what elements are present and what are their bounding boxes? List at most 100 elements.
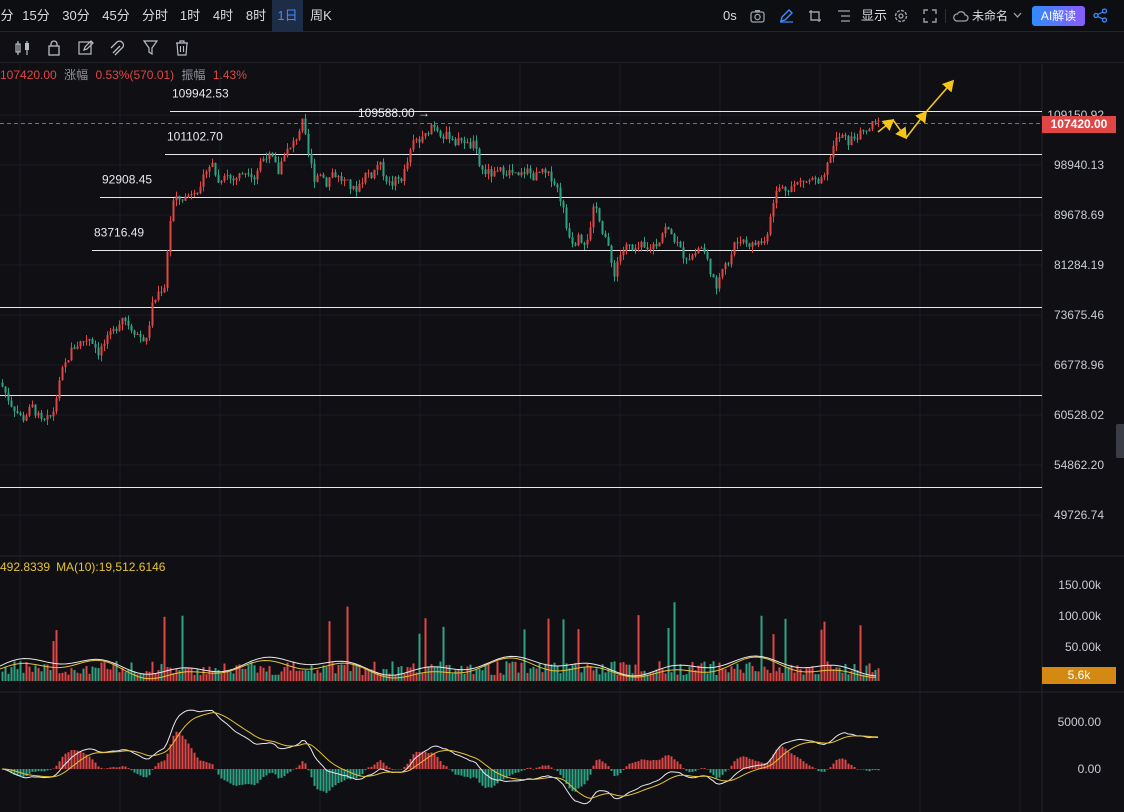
- volume-bar: [10, 667, 13, 681]
- macd-histogram-bar: [424, 751, 427, 769]
- magnet-icon[interactable]: [110, 40, 126, 56]
- volume-bar: [301, 670, 304, 681]
- volume-bar: [550, 664, 553, 681]
- candle-body: [703, 247, 706, 253]
- macd-histogram-bar: [658, 759, 661, 769]
- candle-body: [223, 175, 226, 181]
- price-axis-label: 81284.19: [1054, 258, 1104, 272]
- candle-body: [436, 127, 439, 131]
- gear-icon[interactable]: [894, 9, 908, 23]
- volume-bar: [463, 673, 466, 681]
- macd-histogram-bar: [745, 757, 748, 769]
- candle-body: [427, 133, 430, 135]
- chevron-down-icon[interactable]: [1013, 12, 1022, 19]
- timeframe-tab[interactable]: 1时: [179, 8, 201, 23]
- timeframe-tab-active[interactable]: 1日: [272, 0, 303, 32]
- macd-histogram-bar: [271, 769, 274, 773]
- candle-body: [340, 176, 343, 181]
- volume-bar: [442, 626, 445, 681]
- share-icon[interactable]: [1093, 8, 1108, 23]
- candle-body: [310, 153, 313, 164]
- macd-axis-label: 5000.00: [1058, 715, 1102, 729]
- lock-icon[interactable]: [47, 40, 61, 56]
- edit-icon[interactable]: [78, 40, 94, 56]
- macd-histogram-bar: [397, 769, 400, 770]
- macd-histogram-bar: [187, 743, 190, 769]
- timeframe-tab[interactable]: 4时: [212, 8, 234, 23]
- volume-bar: [814, 674, 817, 681]
- candle-body: [505, 174, 508, 176]
- timeframe-tab[interactable]: 30分: [62, 8, 90, 23]
- macd-histogram: [1, 731, 880, 793]
- display-settings-button[interactable]: 显示: [861, 8, 888, 23]
- fullscreen-icon[interactable]: [923, 9, 937, 23]
- ai-analysis-button[interactable]: AI解读: [1032, 6, 1085, 26]
- volume-bar: [277, 674, 280, 681]
- candle-body: [127, 321, 130, 326]
- macd-histogram-bar: [607, 766, 610, 769]
- volume-bar: [322, 665, 325, 681]
- candle-body: [589, 227, 592, 240]
- candle-body: [445, 131, 448, 139]
- volume-bar: [349, 671, 352, 681]
- amplitude-label: 振幅: [181, 68, 206, 82]
- macd-histogram-bar: [274, 769, 277, 775]
- macd-histogram-bar: [100, 767, 103, 769]
- volume-bar: [877, 668, 880, 681]
- macd-histogram-bar: [505, 769, 508, 779]
- macd-histogram-bar: [343, 769, 346, 781]
- candle-body: [517, 172, 520, 176]
- candle-body: [193, 192, 196, 195]
- macd-histogram-bar: [724, 769, 727, 772]
- candles-icon[interactable]: [14, 40, 32, 56]
- timeframe-tab[interactable]: 45分: [102, 8, 130, 23]
- candle-body: [1, 382, 4, 387]
- candle-body: [280, 161, 283, 175]
- candle-body: [253, 177, 256, 180]
- macd-histogram-bar: [262, 769, 265, 777]
- candle-body: [760, 241, 763, 244]
- timeframe-tab[interactable]: 周K: [310, 8, 332, 23]
- macd-histogram-bar: [487, 769, 490, 788]
- candle-body: [370, 172, 373, 178]
- candle-body: [595, 206, 598, 209]
- price-axis-label: 73675.46: [1054, 308, 1104, 322]
- macd-histogram-bar: [730, 765, 733, 769]
- level-label: 83716.49: [94, 226, 144, 240]
- trash-icon[interactable]: [175, 40, 189, 56]
- camera-icon[interactable]: [750, 9, 765, 23]
- macd-histogram-bar: [430, 752, 433, 769]
- timeframe-tab[interactable]: 分时: [141, 8, 168, 23]
- volume-bar: [16, 669, 19, 681]
- candle-body: [808, 180, 811, 182]
- macd-histogram-bar: [133, 769, 136, 773]
- volume-bar: [817, 674, 820, 681]
- timeframe-tab[interactable]: 15分: [22, 8, 50, 23]
- candle-body: [541, 169, 544, 173]
- candle-body: [487, 168, 490, 175]
- candle-body: [820, 177, 823, 184]
- crop-icon[interactable]: [808, 9, 822, 23]
- volume-bar: [472, 674, 475, 681]
- layout-name[interactable]: 未命名: [972, 9, 1009, 23]
- panel-collapse-handle[interactable]: [1116, 424, 1124, 458]
- volume-bar: [445, 665, 448, 681]
- volume-bar: [361, 674, 364, 681]
- pen-icon[interactable]: [779, 8, 794, 23]
- candle-body: [802, 180, 805, 182]
- list-icon[interactable]: [837, 10, 851, 22]
- candle-body: [607, 236, 610, 246]
- macd-histogram-bar: [259, 769, 262, 780]
- macd-histogram-bar: [418, 752, 421, 769]
- volume-bar: [787, 666, 790, 681]
- volume-bar: [325, 666, 328, 681]
- macd-histogram-bar: [127, 768, 130, 769]
- volume-bar: [604, 672, 607, 681]
- macd-histogram-bar: [460, 769, 463, 776]
- filter-icon[interactable]: [143, 40, 158, 55]
- grid: [0, 64, 1042, 812]
- candle-body: [676, 241, 679, 243]
- timeframe-tab[interactable]: 8时: [245, 8, 267, 23]
- timeframe-tab[interactable]: 分: [0, 8, 14, 23]
